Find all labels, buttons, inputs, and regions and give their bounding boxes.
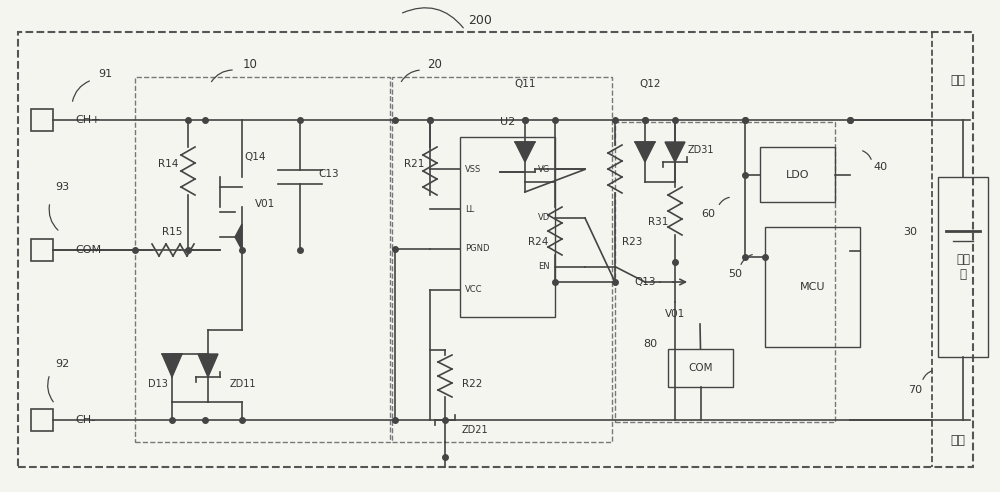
Text: R14: R14 bbox=[158, 159, 178, 169]
Polygon shape bbox=[635, 142, 655, 162]
Text: 200: 200 bbox=[468, 13, 492, 27]
Bar bbox=[760, 147, 835, 202]
Text: 电池
组: 电池 组 bbox=[956, 253, 970, 281]
Text: 正极: 正极 bbox=[950, 73, 966, 87]
Text: CH+: CH+ bbox=[75, 115, 100, 125]
Text: 80: 80 bbox=[643, 339, 657, 349]
Bar bbox=[31, 109, 53, 131]
Text: 20: 20 bbox=[428, 58, 442, 70]
Text: V01: V01 bbox=[665, 309, 685, 319]
Text: MCU: MCU bbox=[800, 282, 825, 292]
Text: PGND: PGND bbox=[465, 244, 489, 253]
Text: 50: 50 bbox=[728, 269, 742, 279]
Text: 30: 30 bbox=[903, 227, 917, 237]
Text: Q12: Q12 bbox=[639, 79, 661, 89]
Polygon shape bbox=[235, 224, 242, 250]
Text: COM: COM bbox=[688, 363, 713, 373]
Text: 70: 70 bbox=[908, 385, 922, 395]
Text: CH-: CH- bbox=[75, 415, 95, 425]
Polygon shape bbox=[515, 142, 535, 162]
Bar bbox=[765, 227, 860, 347]
Text: D13: D13 bbox=[148, 379, 168, 389]
Bar bbox=[668, 349, 733, 387]
Text: 92: 92 bbox=[55, 359, 69, 369]
Text: 40: 40 bbox=[873, 162, 887, 172]
Bar bbox=[31, 409, 53, 431]
Text: LL: LL bbox=[465, 205, 474, 214]
Text: ZD21: ZD21 bbox=[462, 425, 489, 435]
Text: Q14: Q14 bbox=[244, 152, 266, 162]
Text: 10: 10 bbox=[243, 58, 257, 70]
Text: 60: 60 bbox=[701, 209, 715, 219]
Bar bbox=[31, 239, 53, 261]
Text: 93: 93 bbox=[55, 182, 69, 192]
Text: COM: COM bbox=[75, 245, 101, 255]
Text: ZD31: ZD31 bbox=[688, 145, 714, 155]
Text: R21: R21 bbox=[404, 159, 424, 169]
Polygon shape bbox=[665, 142, 685, 162]
Text: VCC: VCC bbox=[465, 285, 482, 295]
Text: R24: R24 bbox=[528, 237, 548, 247]
Text: Q13: Q13 bbox=[634, 277, 656, 287]
Text: R22: R22 bbox=[462, 379, 482, 389]
Text: VD: VD bbox=[538, 214, 550, 222]
Text: VSS: VSS bbox=[465, 165, 481, 174]
Text: U2: U2 bbox=[500, 117, 515, 127]
Polygon shape bbox=[198, 354, 218, 377]
Text: 负极: 负极 bbox=[950, 433, 966, 447]
Polygon shape bbox=[162, 354, 182, 377]
Text: V01: V01 bbox=[255, 199, 275, 209]
Text: Q11: Q11 bbox=[514, 79, 536, 89]
Bar bbox=[460, 137, 555, 317]
Text: ZD11: ZD11 bbox=[230, 379, 256, 389]
Text: C13: C13 bbox=[318, 169, 339, 179]
Text: 91: 91 bbox=[98, 69, 112, 79]
Text: VG: VG bbox=[538, 165, 550, 174]
Text: LDO: LDO bbox=[786, 170, 809, 180]
Text: R15: R15 bbox=[162, 227, 182, 237]
Text: R23: R23 bbox=[622, 237, 642, 247]
Bar bbox=[938, 177, 988, 357]
Text: R31: R31 bbox=[648, 217, 668, 227]
Text: EN: EN bbox=[538, 262, 550, 271]
